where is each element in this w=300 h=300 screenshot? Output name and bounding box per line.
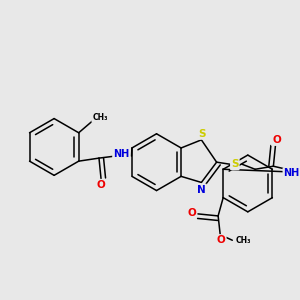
Text: O: O — [188, 208, 196, 218]
Text: S: S — [231, 159, 238, 169]
Text: O: O — [272, 135, 281, 145]
Text: NH: NH — [113, 149, 129, 159]
Text: CH₃: CH₃ — [92, 113, 108, 122]
Text: S: S — [199, 129, 206, 139]
Text: O: O — [217, 235, 226, 245]
Text: CH₃: CH₃ — [236, 236, 251, 245]
Text: O: O — [97, 181, 105, 190]
Text: N: N — [197, 184, 206, 194]
Text: NH: NH — [284, 168, 300, 178]
